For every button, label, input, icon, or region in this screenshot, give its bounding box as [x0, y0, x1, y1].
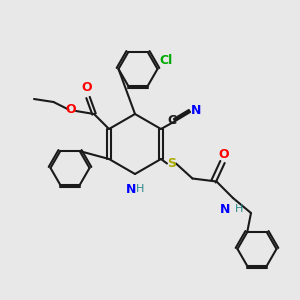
Text: H: H — [235, 204, 243, 214]
Text: N: N — [220, 202, 230, 215]
Text: O: O — [81, 81, 92, 94]
Text: O: O — [65, 103, 76, 116]
Text: C: C — [168, 114, 177, 127]
Text: N: N — [191, 104, 201, 117]
Text: S: S — [167, 157, 176, 170]
Text: H: H — [136, 184, 145, 194]
Text: Cl: Cl — [159, 55, 172, 68]
Text: O: O — [219, 148, 229, 160]
Text: N: N — [126, 183, 136, 196]
